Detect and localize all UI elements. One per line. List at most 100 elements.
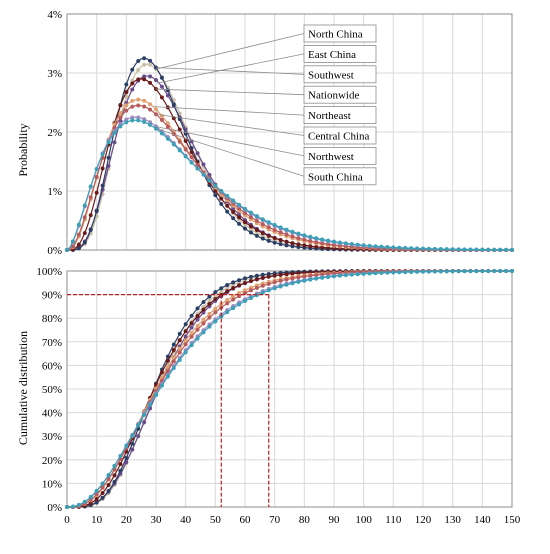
series-point-south-china <box>195 166 200 171</box>
cumulative-point-south-china <box>320 275 325 280</box>
series-point-south-china <box>189 160 194 165</box>
cumulative-point-south-china <box>142 412 147 417</box>
cumulative-point-nationwide <box>100 490 105 496</box>
series-point-northeast <box>124 103 129 108</box>
series-point-south-china <box>343 241 348 246</box>
series-point-central-china <box>284 232 289 237</box>
series-point-south-china <box>272 222 277 227</box>
legend-box-northeast <box>303 106 377 124</box>
series-point-central-china <box>165 124 170 129</box>
series-point-southwest <box>100 183 105 188</box>
cumulative-point-south-china <box>165 374 170 379</box>
cumulative-point-central-china <box>213 310 218 315</box>
top-y-axis-title: Probability <box>16 123 30 176</box>
cumulative-point-south-china <box>504 268 509 274</box>
series-point-south-china <box>130 118 135 123</box>
watermark: 知乎 @EVthinker <box>442 536 548 552</box>
cumulative-point-south-china <box>349 272 354 277</box>
cumulative-point-south-china <box>403 270 408 275</box>
series-point-nationwide <box>189 150 194 155</box>
legend-label-south-china: South China <box>308 171 363 183</box>
series-point-south-china <box>308 234 313 239</box>
series-point-south-china <box>106 140 111 145</box>
series-point-south-china <box>391 245 396 250</box>
series-point-south-china <box>504 247 509 252</box>
x-tick-label: 60 <box>240 514 252 526</box>
cumulative-point-nationwide <box>207 301 212 307</box>
cumulative-point-southwest <box>94 500 99 505</box>
bottom-y-tick-label: 90% <box>42 290 62 302</box>
series-point-central-china <box>142 104 147 109</box>
series-line-nationwide <box>66 78 512 251</box>
series-point-southwest <box>76 246 81 251</box>
cumulative-point-central-china <box>290 276 295 281</box>
series-point-southwest <box>260 236 265 241</box>
series-point-south-china <box>379 244 384 249</box>
series-point-south-china <box>486 247 491 252</box>
cumulative-point-south-china <box>343 273 348 278</box>
series-point-east-china <box>148 74 153 79</box>
cumulative-point-central-china <box>171 359 176 364</box>
cumulative-point-south-china <box>148 402 153 407</box>
series-point-south-china <box>94 167 99 172</box>
series-point-nationwide <box>278 238 283 243</box>
cumulative-point-nationwide <box>183 329 188 334</box>
series-point-central-china <box>254 218 259 223</box>
series-point-south-china <box>480 247 485 252</box>
cumulative-point-central-china <box>177 350 182 355</box>
cumulative-point-nationwide <box>201 307 206 312</box>
series-point-south-china <box>296 231 301 236</box>
top-y-tick-label: 4% <box>47 9 62 21</box>
series-point-south-china <box>213 183 218 188</box>
series-point-south-china <box>438 246 443 252</box>
series-point-central-china <box>124 108 129 113</box>
series-point-east-china <box>112 140 117 145</box>
series-point-central-china <box>278 230 283 235</box>
bottom-y-tick-label: 40% <box>42 408 62 420</box>
cumulative-point-south-china <box>201 330 206 335</box>
series-point-southwest <box>142 56 147 61</box>
series-point-east-china <box>207 172 212 177</box>
legend-leader-south-china <box>156 128 305 177</box>
cumulative-point-south-china <box>195 336 200 341</box>
cumulative-point-south-china <box>415 269 420 274</box>
series-point-nationwide <box>231 209 236 214</box>
series-point-southwest <box>94 208 99 213</box>
cumulative-point-southwest <box>213 290 218 295</box>
series-point-southwest <box>159 75 164 80</box>
cumulative-point-south-china <box>231 306 236 311</box>
series-point-south-china <box>136 118 141 123</box>
cumulative-point-northeast <box>225 297 230 303</box>
series-point-south-china <box>148 122 153 127</box>
cumulative-point-east-china <box>183 334 188 339</box>
series-point-south-china <box>403 245 408 251</box>
cumulative-point-south-china <box>153 392 159 398</box>
series-point-central-china <box>272 227 277 232</box>
cumulative-point-southwest <box>254 273 259 278</box>
series-line-south-china <box>66 119 513 251</box>
bottom-y-axis-title: Cumulative distribution <box>16 331 30 445</box>
series-point-south-china <box>320 237 325 242</box>
series-point-south-china <box>444 247 449 252</box>
series-point-south-china <box>432 246 437 251</box>
cumulative-point-nationwide <box>106 483 111 488</box>
cumulative-point-south-china <box>385 270 390 275</box>
cumulative-point-south-china <box>474 269 479 274</box>
series-point-nationwide <box>296 242 301 247</box>
series-point-nationwide <box>183 138 188 143</box>
series-point-southwest <box>237 221 242 226</box>
cumulative-point-central-china <box>296 275 301 280</box>
series-point-south-china <box>355 242 360 247</box>
legend-label-east-china: East China <box>308 49 356 61</box>
cumulative-point-southwest <box>189 313 194 318</box>
cumulative-point-south-china <box>456 269 461 274</box>
series-point-south-china <box>70 239 75 244</box>
series-point-south-china <box>171 142 176 147</box>
series-point-southwest <box>272 240 277 245</box>
legend-leader-northwest <box>154 125 305 157</box>
cumulative-point-central-china <box>183 342 188 347</box>
series-point-south-china <box>254 213 259 219</box>
legend-leader-north-china <box>155 33 305 70</box>
cumulative-point-south-china <box>177 357 182 363</box>
